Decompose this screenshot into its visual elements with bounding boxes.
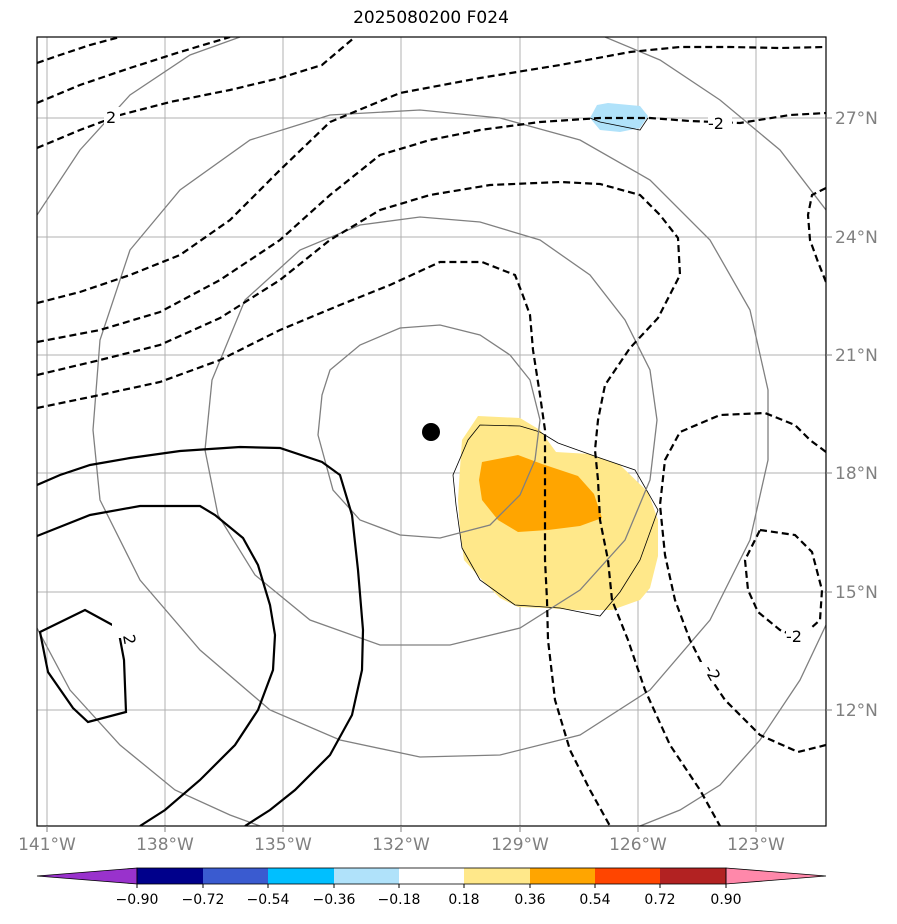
contour-label-3: 2 [119, 633, 139, 646]
colorbar-segment-9 [660, 868, 726, 884]
colorbar-tick-label: 0.90 [710, 892, 741, 908]
lat-label-24n: 24°N [835, 228, 878, 248]
colorbar-segment-2 [203, 868, 268, 884]
colorbar-segment-5 [399, 868, 464, 884]
contour-label-4: -2 [786, 627, 802, 646]
colorbar-extend-high [725, 867, 827, 885]
range-circle-5 [604, 37, 826, 211]
solid-contour-middle [37, 504, 277, 826]
map-frame [36, 36, 827, 827]
gridlines [37, 37, 826, 826]
colorbar-tick-label: 0.54 [579, 892, 610, 908]
colorbar-segment-6 [464, 868, 530, 884]
lon-label-132w: 132°W [372, 835, 430, 855]
colorbar-segment-8 [595, 868, 660, 884]
lat-label-18n: 18°N [835, 464, 878, 484]
colorbar-tick-label: −0.72 [182, 892, 225, 908]
contour-label-1: 2 [106, 108, 116, 127]
dashed-contour-8 [806, 187, 826, 283]
colorbar-tick-label: 0.72 [644, 892, 675, 908]
colorbar-tick-label: 0.36 [514, 892, 545, 908]
lon-label-135w: 135°W [254, 835, 312, 855]
contour-label-2: -2 [708, 114, 724, 133]
lon-label-126w: 126°W [609, 835, 667, 855]
colorbar-tick-label: −0.36 [313, 892, 356, 908]
colorbar-extend-low [36, 867, 138, 885]
dashed-contour-2 [37, 37, 231, 105]
range-circle-6 [37, 627, 261, 826]
dashed-contour-4 [37, 45, 826, 305]
dashed-contour-9 [658, 411, 826, 754]
colorbar-segment-4 [334, 868, 399, 884]
colorbar-tick-label: −0.54 [247, 892, 290, 908]
solid-contour-small [38, 608, 128, 724]
lat-label-12n: 12°N [835, 701, 878, 721]
colorbar: −0.90 −0.72 −0.54 −0.36 −0.18 0.18 0.36 0.54 0.7… [36, 867, 827, 908]
lat-label-15n: 15°N [835, 583, 878, 603]
colorbar-segment-3 [268, 868, 334, 884]
lat-labels: 27°N 24°N 21°N 18°N 15°N 12°N [835, 109, 878, 721]
colorbar-tick-label: −0.90 [116, 892, 159, 908]
dashed-contour-1 [37, 37, 121, 65]
lat-label-21n: 21°N [835, 346, 878, 366]
colorbar-segment-7 [530, 868, 595, 884]
range-circle-7 [639, 624, 826, 826]
dashed-contour-7 [37, 260, 611, 826]
shading-outline-negative [589, 117, 649, 131]
dashed-contour-10 [743, 528, 824, 640]
range-circle-3 [92, 109, 769, 758]
dashed-contour-3 [37, 37, 356, 150]
lon-label-129w: 129°W [491, 835, 549, 855]
lon-labels: 141°W 138°W 135°W 132°W 129°W 126°W 123°… [18, 835, 785, 855]
lon-label-141w: 141°W [18, 835, 76, 855]
range-circles [37, 37, 826, 826]
colorbar-segment-1 [137, 868, 203, 884]
map-title: 2025080200 F024 [353, 8, 509, 28]
lon-label-138w: 138°W [136, 835, 194, 855]
range-circle-1 [317, 324, 541, 539]
range-circle-4 [37, 37, 241, 216]
colorbar-outline [136, 867, 727, 885]
lat-label-27n: 27°N [835, 109, 878, 129]
range-circle-2 [204, 216, 658, 646]
shading-outline-positive [452, 424, 659, 617]
storm-center-marker [422, 423, 440, 441]
dashed-contour-5 [37, 111, 826, 344]
solid-contours [37, 445, 365, 826]
contour-labels: 2 -2 2 -2 -2 -2 [106, 108, 802, 685]
lon-label-123w: 123°W [727, 835, 785, 855]
colorbar-tick-label: −0.18 [378, 892, 421, 908]
tick-marks [46, 117, 832, 832]
shading-orange [479, 455, 602, 532]
solid-contour-outer [37, 445, 365, 826]
colorbar-tick-label: 0.18 [448, 892, 479, 908]
